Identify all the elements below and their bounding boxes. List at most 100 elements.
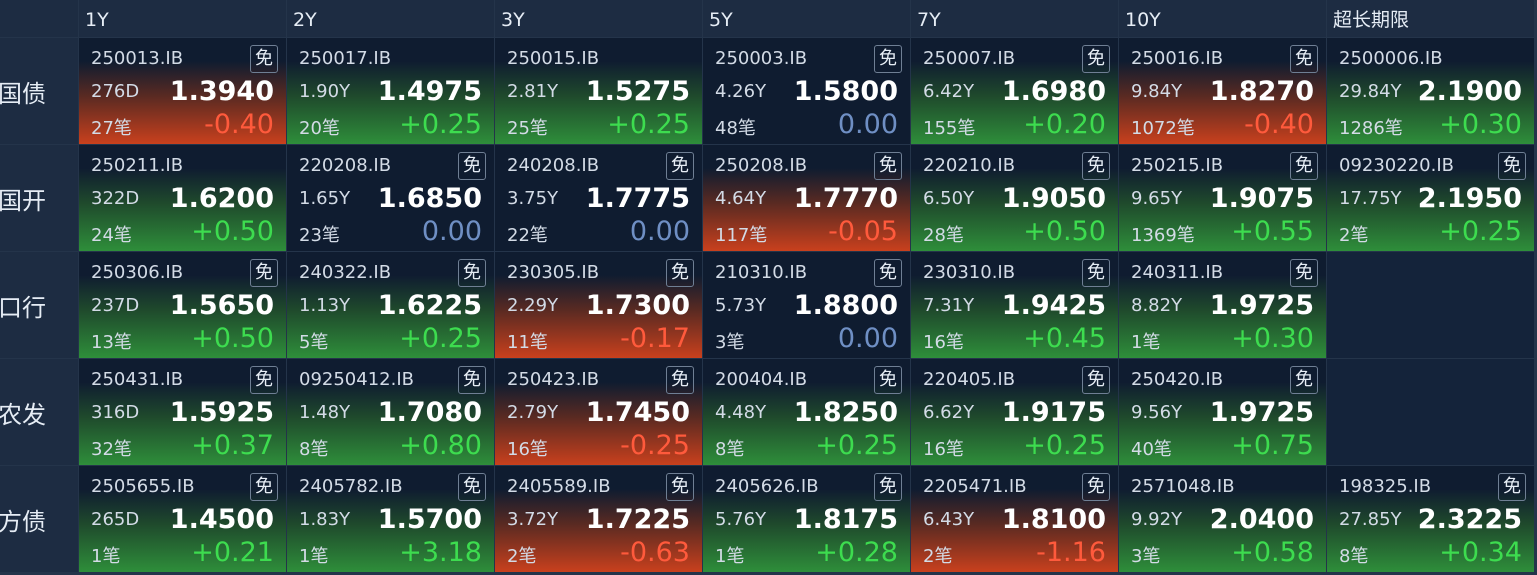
quote-cell[interactable]: 240311.IB 免 8.82Y 1.9725 1笔 +0.30 [1119,252,1326,358]
bond-code: 210310.IB [715,262,808,283]
yield-change: 0.00 [629,216,690,247]
yield-change: 0.00 [837,109,898,140]
yield: 1.5275 [585,76,690,107]
bond-code: 09250412.IB [299,369,414,390]
quote-cell[interactable]: 09230220.IB 免 17.75Y 2.1950 2笔 +0.25 [1327,145,1534,251]
remaining-term: 3.72Y [507,509,559,530]
tax-free-badge: 免 [1082,473,1110,501]
quote-cell[interactable]: 250015.IB 2.81Y 1.5275 25笔 +0.25 [495,38,702,144]
bond-code: 09230220.IB [1339,155,1454,176]
quote-cell[interactable]: 250003.IB 免 4.26Y 1.5800 48笔 0.00 [703,38,910,144]
row-label: 农发 [0,359,78,465]
quote-cell[interactable]: 2505655.IB 免 265D 1.4500 1笔 +0.21 [79,466,286,572]
trade-count: 3笔 [1131,546,1161,567]
yield-change: -0.05 [828,216,898,247]
remaining-term: 1.83Y [299,509,351,530]
trade-count: 1笔 [1131,332,1161,353]
tax-free-badge: 免 [1290,366,1318,394]
quote-cell[interactable]: 230310.IB 免 7.31Y 1.9425 16笔 +0.45 [911,252,1118,358]
quote-cell[interactable]: 2571048.IB 9.92Y 2.0400 3笔 +0.58 [1119,466,1326,572]
quote-cell[interactable]: 210310.IB 免 5.73Y 1.8800 3笔 0.00 [703,252,910,358]
quote-cell[interactable]: 250306.IB 免 237D 1.5650 13笔 +0.50 [79,252,286,358]
bond-code: 250016.IB [1131,48,1224,69]
bond-code: 220210.IB [923,155,1016,176]
quote-cell[interactable]: 250013.IB 免 276D 1.3940 27笔 -0.40 [79,38,286,144]
trade-count: 16笔 [923,439,964,460]
quote-cell[interactable]: 2500006.IB 29.84Y 2.1900 1286笔 +0.30 [1327,38,1534,144]
remaining-term: 1.90Y [299,81,351,102]
trade-count: 5笔 [299,332,329,353]
column-header: 超长期限 [1327,0,1534,37]
trade-count: 117笔 [715,225,768,246]
quote-cell[interactable]: 220405.IB 免 6.62Y 1.9175 16笔 +0.25 [911,359,1118,465]
bond-code: 250015.IB [507,48,600,69]
remaining-term: 27.85Y [1339,509,1402,530]
column-header: 1Y [79,0,286,37]
column-header: 5Y [703,0,910,37]
yield-change: +0.45 [1023,323,1106,354]
remaining-term: 1.65Y [299,188,351,209]
trade-count: 25笔 [507,118,548,139]
tax-free-badge: 免 [874,473,902,501]
remaining-term: 5.76Y [715,509,767,530]
quote-cell[interactable]: 220208.IB 免 1.65Y 1.6850 23笔 0.00 [287,145,494,251]
quote-cell[interactable]: 250208.IB 免 4.64Y 1.7770 117笔 -0.05 [703,145,910,251]
quote-cell[interactable]: 198325.IB 免 27.85Y 2.3225 8笔 +0.34 [1327,466,1534,572]
quote-cell[interactable]: 2405626.IB 免 5.76Y 1.8175 1笔 +0.28 [703,466,910,572]
tax-free-badge: 免 [250,366,278,394]
quote-cell[interactable]: 220210.IB 免 6.50Y 1.9050 28笔 +0.50 [911,145,1118,251]
bond-code: 240311.IB [1131,262,1224,283]
remaining-term: 9.56Y [1131,402,1183,423]
yield-change: +3.18 [399,537,482,568]
yield-change: -0.17 [620,323,690,354]
quote-cell[interactable]: 2405782.IB 免 1.83Y 1.5700 1笔 +3.18 [287,466,494,572]
quote-cell[interactable]: 250431.IB 免 316D 1.5925 32笔 +0.37 [79,359,286,465]
tax-free-badge: 免 [1082,366,1110,394]
yield: 1.5700 [377,504,482,535]
quote-cell[interactable]: 240322.IB 免 1.13Y 1.6225 5笔 +0.25 [287,252,494,358]
yield: 1.6225 [377,290,482,321]
trade-count: 23笔 [299,225,340,246]
quote-cell[interactable]: 250211.IB 322D 1.6200 24笔 +0.50 [79,145,286,251]
quote-cell[interactable]: 230305.IB 免 2.29Y 1.7300 11笔 -0.17 [495,252,702,358]
trade-count: 2笔 [1339,225,1369,246]
remaining-term: 4.64Y [715,188,767,209]
tax-free-badge: 免 [1498,473,1526,501]
yield-change: -0.40 [1244,109,1314,140]
quote-cell[interactable]: 2205471.IB 免 6.43Y 1.8100 2笔 -1.16 [911,466,1118,572]
quote-cell[interactable]: 09250412.IB 免 1.48Y 1.7080 8笔 +0.80 [287,359,494,465]
remaining-term: 17.75Y [1339,188,1402,209]
quote-cell[interactable]: 250423.IB 免 2.79Y 1.7450 16笔 -0.25 [495,359,702,465]
quote-cell[interactable]: 250016.IB 免 9.84Y 1.8270 1072笔 -0.40 [1119,38,1326,144]
tax-free-badge: 免 [250,473,278,501]
yield-change: +0.58 [1231,537,1314,568]
yield-change: +0.50 [1023,216,1106,247]
tax-free-badge: 免 [250,259,278,287]
quote-cell[interactable]: 200404.IB 免 4.48Y 1.8250 8笔 +0.25 [703,359,910,465]
yield-change: +0.21 [191,537,274,568]
quote-cell[interactable]: 250420.IB 免 9.56Y 1.9725 40笔 +0.75 [1119,359,1326,465]
quote-cell[interactable]: 2405589.IB 免 3.72Y 1.7225 2笔 -0.63 [495,466,702,572]
tax-free-badge: 免 [458,366,486,394]
quote-cell[interactable]: 240208.IB 免 3.75Y 1.7775 22笔 0.00 [495,145,702,251]
trade-count: 155笔 [923,118,976,139]
tax-free-badge: 免 [666,473,694,501]
trade-count: 40笔 [1131,439,1172,460]
yield: 1.9175 [1001,397,1106,428]
remaining-term: 316D [91,402,140,423]
yield: 1.9725 [1209,290,1314,321]
yield-change: +0.30 [1439,109,1522,140]
yield: 1.6850 [377,183,482,214]
yield: 1.6980 [1001,76,1106,107]
quote-cell[interactable]: 250215.IB 免 9.65Y 1.9075 1369笔 +0.55 [1119,145,1326,251]
trade-count: 3笔 [715,332,745,353]
trade-count: 1369笔 [1131,225,1195,246]
trade-count: 2笔 [923,546,953,567]
quote-cell[interactable]: 250007.IB 免 6.42Y 1.6980 155笔 +0.20 [911,38,1118,144]
quote-cell[interactable]: 250017.IB 1.90Y 1.4975 20笔 +0.25 [287,38,494,144]
tax-free-badge: 免 [458,152,486,180]
trade-count: 8笔 [1339,546,1369,567]
remaining-term: 6.62Y [923,402,975,423]
row-label: 口行 [0,252,78,358]
